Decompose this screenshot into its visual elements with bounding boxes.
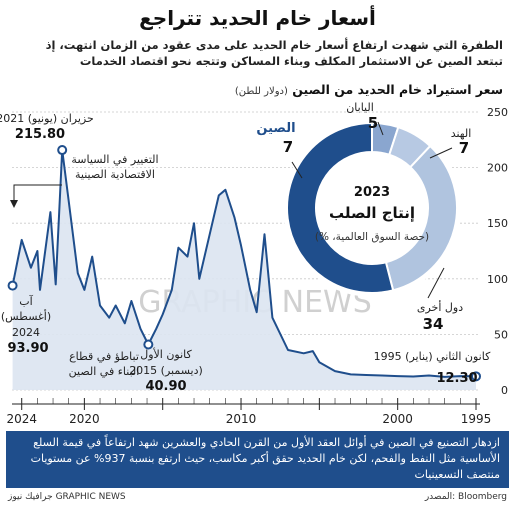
donut-subtitle: (حصة السوق العالمية، %) [315, 231, 429, 243]
x-tick-label: 2024 [6, 412, 37, 426]
credit-text: جرافيك نيوز GRAPHIC NEWS [8, 492, 126, 502]
intro-text: الطفرة التي شهدت ارتفاع أسعار خام الحديد… [45, 38, 503, 68]
chart-title-text: سعر استيراد خام الحديد من الصين [292, 82, 503, 97]
construction-label-2: البناء في الصين [69, 365, 140, 378]
chart-title: سعر استيراد خام الحديد من الصين (دولار ل… [235, 82, 503, 97]
aug-2024-label-1: آب [19, 294, 33, 308]
jan-1995-value: 12.30 [436, 371, 477, 386]
construction-label-1: تباطؤ في قطاع [69, 350, 139, 363]
label-china: الصين [256, 121, 295, 136]
leader-line [377, 121, 384, 136]
page-title: أسعار خام الحديد تتراجع [139, 6, 376, 30]
donut-year: 2023 [354, 185, 390, 200]
dec-2015-marker [143, 339, 154, 350]
x-tick-label: 2020 [69, 412, 100, 426]
y-tick-label: 200 [487, 162, 508, 175]
donut-slice [286, 121, 395, 294]
aug-2024-label-2: (أغسطس) [1, 309, 51, 323]
jan-1995-label: كانون الثاني (يناير) 1995 [374, 350, 491, 363]
policy-change-label-2: الاقتصادية الصينية [75, 168, 155, 181]
leader-line [291, 161, 303, 179]
value-japan: 5 [368, 114, 378, 132]
policy-change-label-1: التغيير في السياسة [71, 153, 158, 166]
aug-2024-marker [7, 280, 18, 291]
dec-2015-label-1: كانون الأول [140, 347, 192, 361]
value-china: 7 [283, 138, 293, 156]
y-tick-label: 100 [487, 273, 508, 286]
label-japan: اليابان [346, 101, 374, 114]
y-tick-label: 150 [487, 217, 508, 230]
label-india: الهند [451, 127, 472, 140]
peak-2021-value: 215.80 [15, 127, 65, 142]
peak-2021-marker [57, 145, 68, 156]
steel-donut-chart: 2023 إنتاج الصلب (حصة السوق العالمية، %) ال… [256, 101, 471, 333]
dec-2015-label-2: (ديسمبر) 2015 [129, 364, 203, 377]
value-india: 7 [459, 139, 469, 157]
dec-2015-value: 40.90 [145, 379, 186, 394]
chart-unit: (دولار للطن) [234, 86, 288, 97]
y-tick-label: 50 [494, 328, 508, 341]
annotations: حزيران (يونيو) 2021 215.80 التغيير في السي… [0, 112, 491, 394]
aug-2024-label-3: 2024 [12, 326, 40, 339]
x-axis: 1995 2000 2010 2020 2024 [6, 398, 491, 426]
aug-2024-value: 93.90 [7, 341, 48, 356]
x-tick-label: 1995 [461, 412, 492, 426]
source-text: المصدر: Bloomberg [424, 492, 507, 502]
jan-1995-marker [471, 371, 481, 382]
leader-line [427, 267, 445, 299]
value-others: 34 [423, 315, 444, 333]
label-others: دول أخرى [417, 300, 463, 314]
footer-summary: ازدهار التصنيع في الصين في أوائل العقد ا… [6, 431, 509, 488]
price-area [12, 150, 476, 390]
price-line [11, 149, 477, 378]
y-tick-label: 250 [487, 106, 508, 119]
peak-2021-label: حزيران (يونيو) 2021 [0, 112, 94, 125]
x-tick-label: 2010 [226, 412, 257, 426]
policy-change-connector [13, 184, 62, 205]
donut-title: إنتاج الصلب [329, 204, 415, 222]
y-tick-label: 0 [501, 384, 508, 397]
leader-line [429, 147, 453, 159]
y-axis: 0 50 100 150 200 250 [487, 106, 508, 397]
policy-change-arrow [10, 200, 18, 208]
x-tick-label: 2000 [382, 412, 413, 426]
